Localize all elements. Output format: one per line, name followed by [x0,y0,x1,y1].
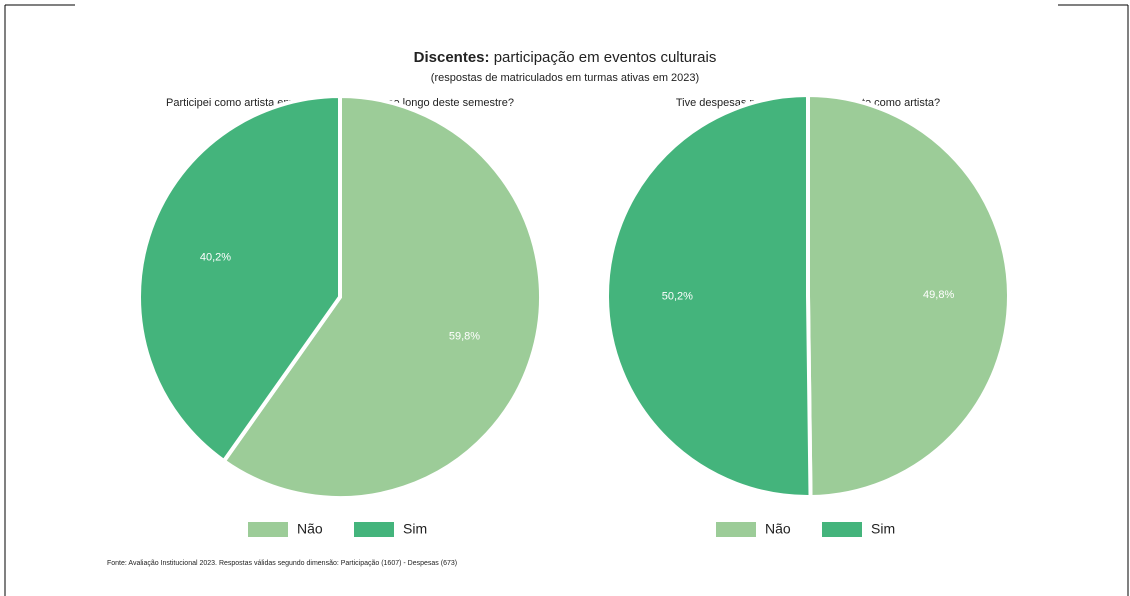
chart-title: Discentes: participação em eventos cultu… [414,49,717,66]
data-label: 40,2% [200,251,231,263]
legend-swatch [716,522,756,537]
legend-label: Não [765,521,791,537]
chart-subtitle: (respostas de matriculados em turmas ati… [431,72,699,84]
data-label: 50,2% [662,291,693,303]
title-emphasis: Discentes: [414,49,490,66]
pie-slice [604,92,813,499]
data-label: 49,8% [923,289,954,301]
source-note: Fonte: Avaliação Institucional 2023. Res… [107,560,457,567]
legend-label: Sim [403,521,427,537]
pie-slice [221,93,543,500]
title-text: participação em eventos culturais [494,49,717,66]
pie-slice [137,93,342,464]
legend-swatch [354,522,394,537]
legend-label: Não [297,521,323,537]
data-label: 59,8% [449,330,480,342]
legend-swatch [822,522,862,537]
legend-swatch [248,522,288,537]
legend-label: Sim [871,521,895,537]
pie-slice [806,92,1011,500]
